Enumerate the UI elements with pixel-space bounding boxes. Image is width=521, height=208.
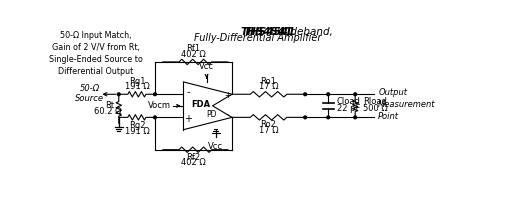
Text: PD: PD bbox=[206, 110, 216, 119]
Text: Output
Measurement
Point: Output Measurement Point bbox=[378, 88, 436, 121]
Text: -: - bbox=[187, 87, 190, 97]
Circle shape bbox=[154, 116, 156, 119]
Text: +: + bbox=[224, 91, 231, 100]
Text: Cload: Cload bbox=[337, 97, 361, 106]
Text: Wideband,: Wideband, bbox=[274, 27, 332, 37]
Text: Rload: Rload bbox=[363, 97, 387, 106]
Text: -: - bbox=[226, 110, 229, 119]
Text: 17 Ω: 17 Ω bbox=[259, 126, 278, 135]
Text: Rg1: Rg1 bbox=[129, 77, 145, 86]
Text: 402 Ω: 402 Ω bbox=[181, 50, 206, 59]
Text: +: + bbox=[184, 114, 192, 124]
Text: 191 Ω: 191 Ω bbox=[125, 82, 149, 91]
Circle shape bbox=[304, 93, 306, 96]
Text: 50-Ω
Source: 50-Ω Source bbox=[75, 84, 104, 103]
Circle shape bbox=[354, 93, 356, 96]
Text: THS4541: THS4541 bbox=[243, 27, 296, 37]
Text: FDA: FDA bbox=[191, 100, 210, 109]
Text: Vocm: Vocm bbox=[148, 101, 171, 110]
Text: Rg2: Rg2 bbox=[129, 121, 145, 130]
Text: 50-Ω Input Match,
Gain of 2 V/V from Rt,
Single-Ended Source to
Differential Out: 50-Ω Input Match, Gain of 2 V/V from Rt,… bbox=[49, 31, 143, 76]
Text: 60.2 Ω: 60.2 Ω bbox=[94, 108, 122, 116]
Text: Ro2: Ro2 bbox=[260, 120, 277, 129]
Circle shape bbox=[327, 116, 330, 119]
Text: Rf1: Rf1 bbox=[187, 45, 201, 53]
Text: Vcc: Vcc bbox=[208, 142, 223, 151]
Text: 500 Ω: 500 Ω bbox=[363, 104, 388, 113]
Text: THS4541: THS4541 bbox=[241, 27, 293, 37]
Text: Vcc: Vcc bbox=[199, 62, 214, 71]
Text: Fully-Differential Amplifier: Fully-Differential Amplifier bbox=[194, 33, 322, 43]
Circle shape bbox=[117, 93, 120, 96]
Circle shape bbox=[304, 116, 306, 119]
Circle shape bbox=[354, 116, 356, 119]
Text: 22 pF: 22 pF bbox=[337, 104, 360, 113]
Text: Rf2: Rf2 bbox=[187, 153, 201, 162]
Text: 191 Ω: 191 Ω bbox=[125, 127, 149, 136]
Circle shape bbox=[327, 93, 330, 96]
Text: Ro1: Ro1 bbox=[260, 77, 277, 86]
Text: Rt: Rt bbox=[105, 100, 114, 110]
Circle shape bbox=[154, 93, 156, 96]
Text: 402 Ω: 402 Ω bbox=[181, 158, 206, 167]
Text: 17 Ω: 17 Ω bbox=[259, 82, 278, 91]
